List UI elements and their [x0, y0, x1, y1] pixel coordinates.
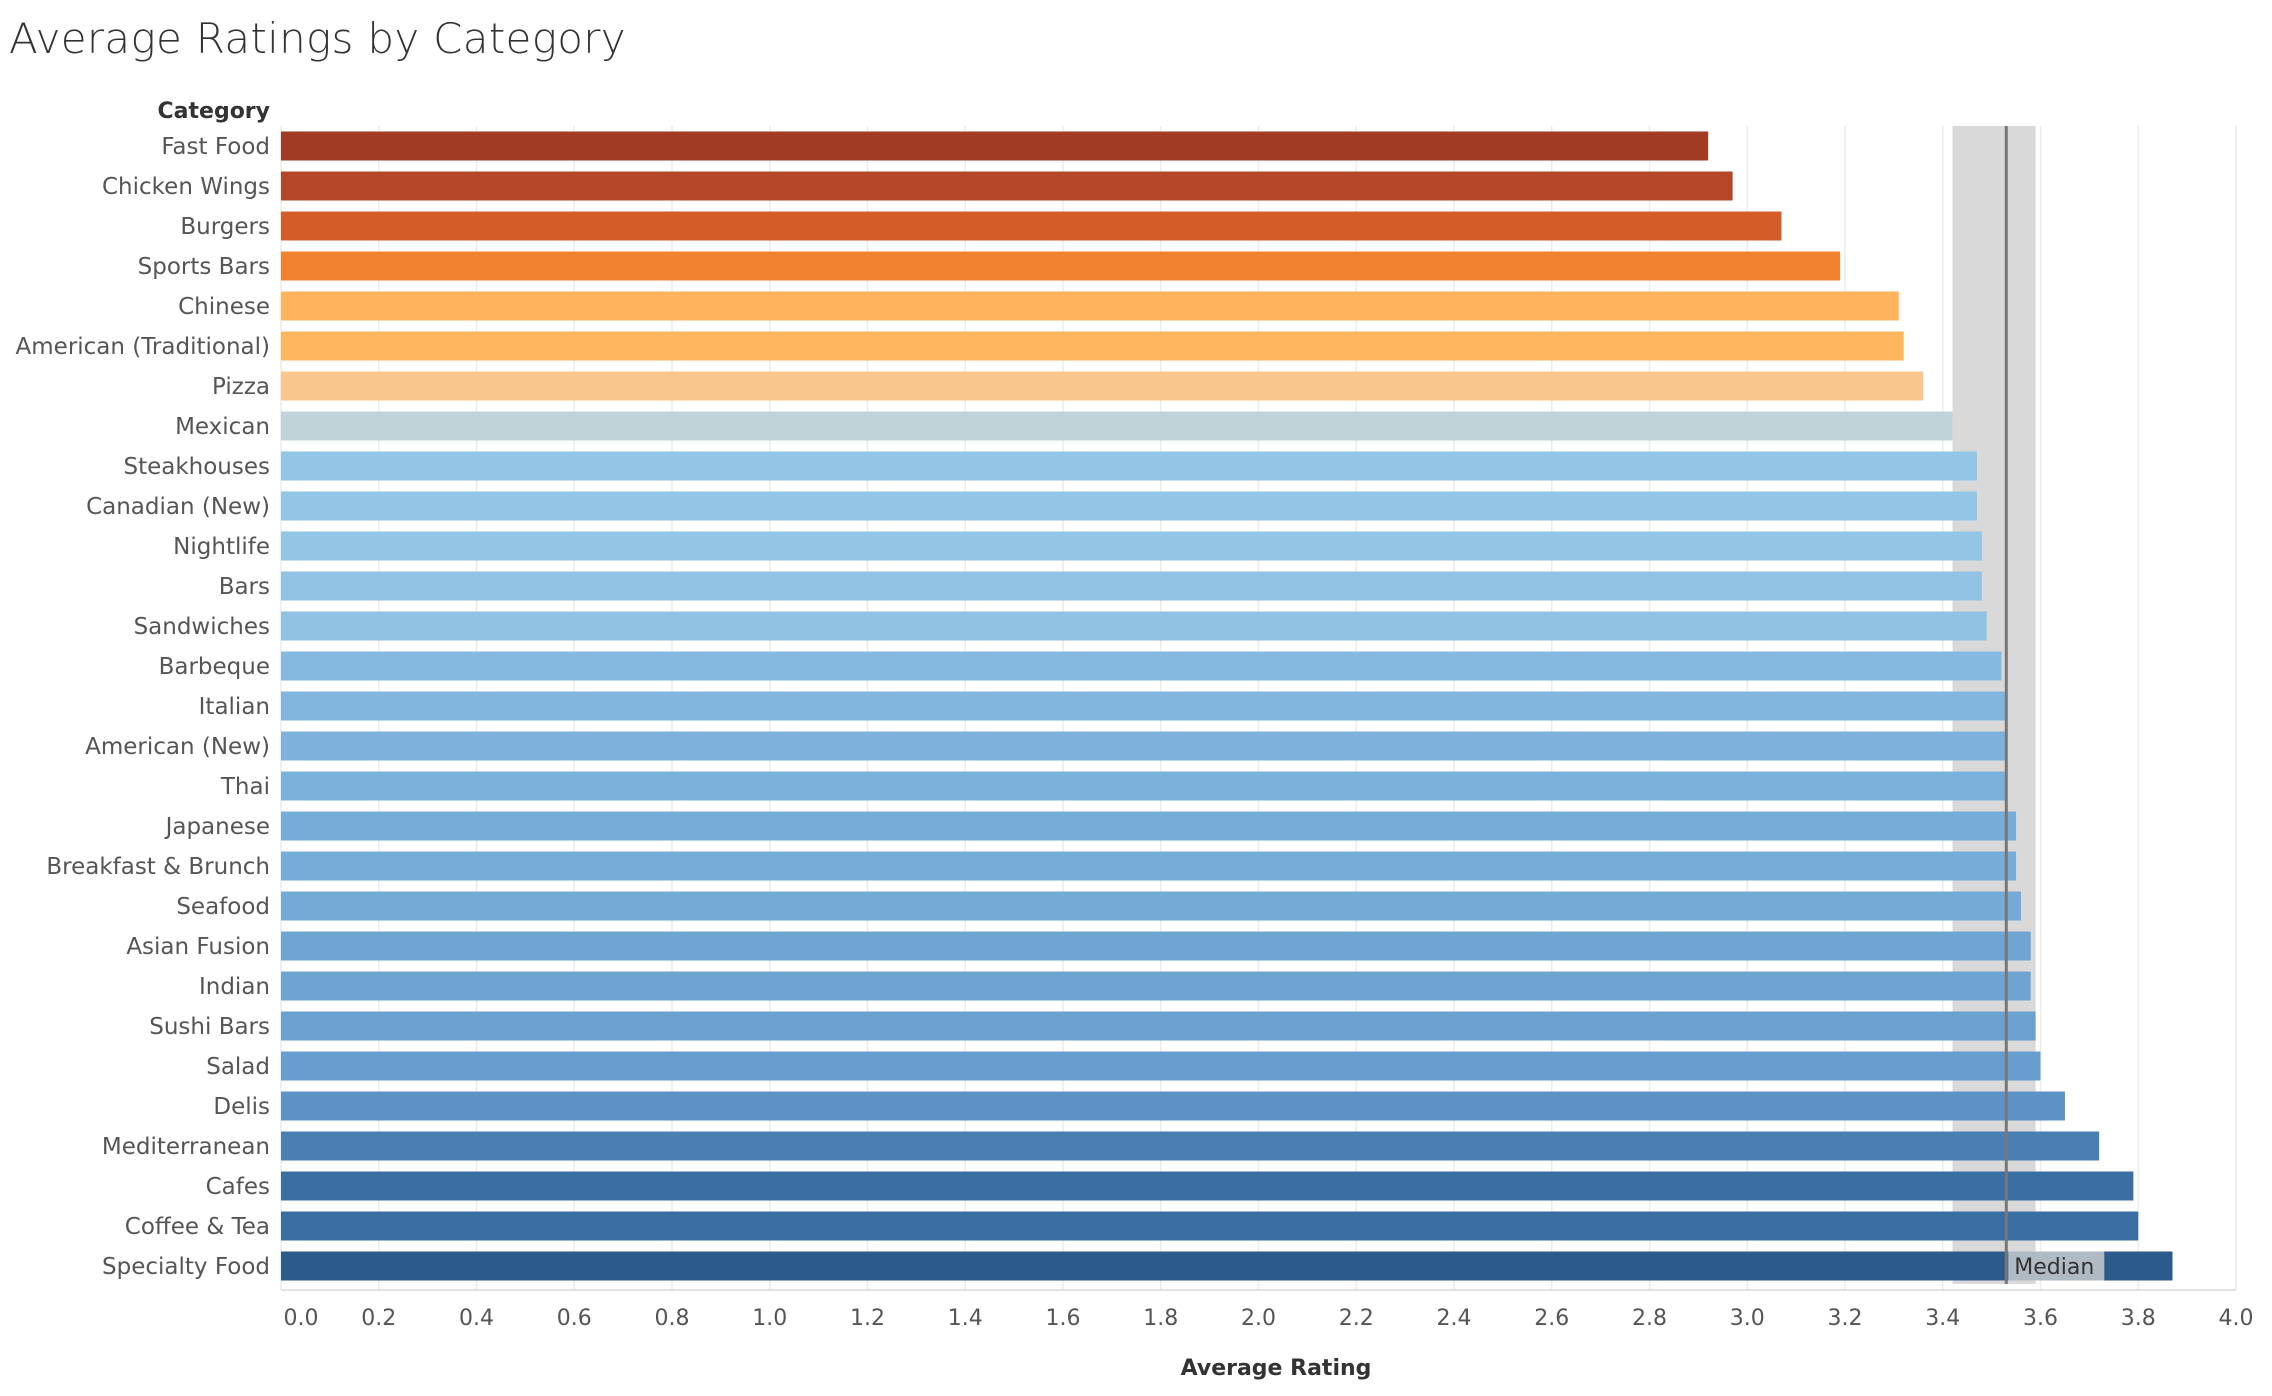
bar[interactable] — [281, 811, 2017, 841]
bar[interactable] — [281, 491, 1977, 521]
category-label: Mediterranean — [102, 1134, 270, 1160]
category-label: Italian — [199, 694, 270, 720]
category-label: Specialty Food — [102, 1254, 270, 1280]
median-label: Median — [2014, 1255, 2094, 1280]
category-label: Chicken Wings — [102, 174, 270, 200]
bar[interactable] — [281, 971, 2031, 1001]
x-tick-label: 3.8 — [2121, 1306, 2156, 1331]
category-label: Indian — [199, 974, 270, 1000]
category-label: American (Traditional) — [16, 334, 270, 360]
category-label: Asian Fusion — [126, 934, 270, 960]
bar[interactable] — [281, 1131, 2100, 1161]
x-tick-label: 1.8 — [1143, 1306, 1178, 1331]
x-tick-label: 0.8 — [655, 1306, 690, 1331]
bar[interactable] — [281, 771, 2007, 801]
category-label: Thai — [220, 774, 270, 800]
bar[interactable] — [281, 291, 1899, 321]
category-label: Cafes — [206, 1174, 270, 1200]
category-label: Sushi Bars — [149, 1014, 270, 1040]
category-label: Salad — [206, 1054, 270, 1080]
category-label: Delis — [213, 1094, 270, 1120]
x-tick-label: 1.4 — [948, 1306, 983, 1331]
bar[interactable] — [281, 651, 2002, 681]
category-label-layer: Fast Food Chicken Wings Burgers Sports Bars… — [16, 134, 270, 1280]
x-tick-label: 3.0 — [1730, 1306, 1765, 1331]
x-tick-label: 0.2 — [361, 1306, 396, 1331]
x-tick-label: 3.2 — [1828, 1306, 1863, 1331]
bar[interactable] — [281, 1211, 2139, 1241]
category-label: American (New) — [85, 734, 270, 760]
bar[interactable] — [281, 851, 2017, 881]
bar[interactable] — [281, 1011, 2036, 1041]
x-tick-label: 1.2 — [850, 1306, 885, 1331]
category-label: Bars — [219, 574, 270, 600]
category-label: Sports Bars — [138, 254, 270, 280]
bar[interactable] — [281, 131, 1709, 161]
category-label: Nightlife — [173, 534, 270, 560]
x-axis-title: Average Rating — [1181, 1356, 1372, 1381]
category-label: Sandwiches — [134, 614, 270, 640]
x-tick-label: 2.2 — [1339, 1306, 1374, 1331]
bar[interactable] — [281, 411, 1953, 441]
x-tick-label: 0.4 — [459, 1306, 494, 1331]
bar[interactable] — [281, 611, 1987, 641]
bar[interactable] — [281, 251, 1841, 281]
x-tick-label: 0.0 — [284, 1306, 319, 1331]
category-label: Mexican — [175, 414, 270, 440]
x-tick-label: 4.0 — [2219, 1306, 2254, 1331]
category-label: Pizza — [212, 374, 270, 400]
x-tick-label: 3.6 — [2023, 1306, 2058, 1331]
bar[interactable] — [281, 931, 2031, 961]
bar[interactable] — [281, 1251, 2173, 1281]
category-label: Japanese — [164, 814, 270, 840]
x-tick-label: 1.0 — [752, 1306, 787, 1331]
bar[interactable] — [281, 331, 1904, 361]
median-layer: Median — [2004, 126, 2105, 1284]
category-label: Steakhouses — [123, 454, 270, 480]
category-label: Breakfast & Brunch — [46, 854, 270, 880]
category-label: Burgers — [180, 214, 270, 240]
x-tick-label: 1.6 — [1046, 1306, 1081, 1331]
bar[interactable] — [281, 171, 1733, 201]
bar[interactable] — [281, 371, 1924, 401]
bar[interactable] — [281, 731, 2007, 761]
x-tick-label: 2.8 — [1632, 1306, 1667, 1331]
bar[interactable] — [281, 1091, 2065, 1121]
category-axis-header: Category — [158, 99, 270, 124]
bar[interactable] — [281, 531, 1982, 561]
category-label: Chinese — [178, 294, 270, 320]
bar[interactable] — [281, 691, 2007, 721]
bar[interactable] — [281, 451, 1977, 481]
x-tick-label: 2.6 — [1534, 1306, 1569, 1331]
x-tick-label: 0.6 — [557, 1306, 592, 1331]
x-tick-label: 2.4 — [1437, 1306, 1472, 1331]
bar[interactable] — [281, 1171, 2134, 1201]
bar-layer — [281, 131, 2173, 1281]
x-tick-label: 3.4 — [1925, 1306, 1960, 1331]
category-label: Barbeque — [159, 654, 270, 680]
x-tick-label: 2.0 — [1241, 1306, 1276, 1331]
category-label: Canadian (New) — [86, 494, 270, 520]
x-axis-layer: 0.0 0.2 0.4 0.6 0.8 1.0 1.2 1.4 1.6 1.8 2.0 2.2 2.4 2… — [281, 1289, 2254, 1331]
category-label: Fast Food — [161, 134, 270, 160]
bar[interactable] — [281, 1051, 2041, 1081]
median-label-box — [2008, 1251, 2105, 1281]
bar[interactable] — [281, 211, 1782, 241]
category-label: Seafood — [176, 894, 270, 920]
bar[interactable] — [281, 571, 1982, 601]
chart-title: Average Ratings by Category — [9, 14, 626, 63]
bar[interactable] — [281, 891, 2021, 921]
category-label: Coffee & Tea — [125, 1214, 270, 1240]
